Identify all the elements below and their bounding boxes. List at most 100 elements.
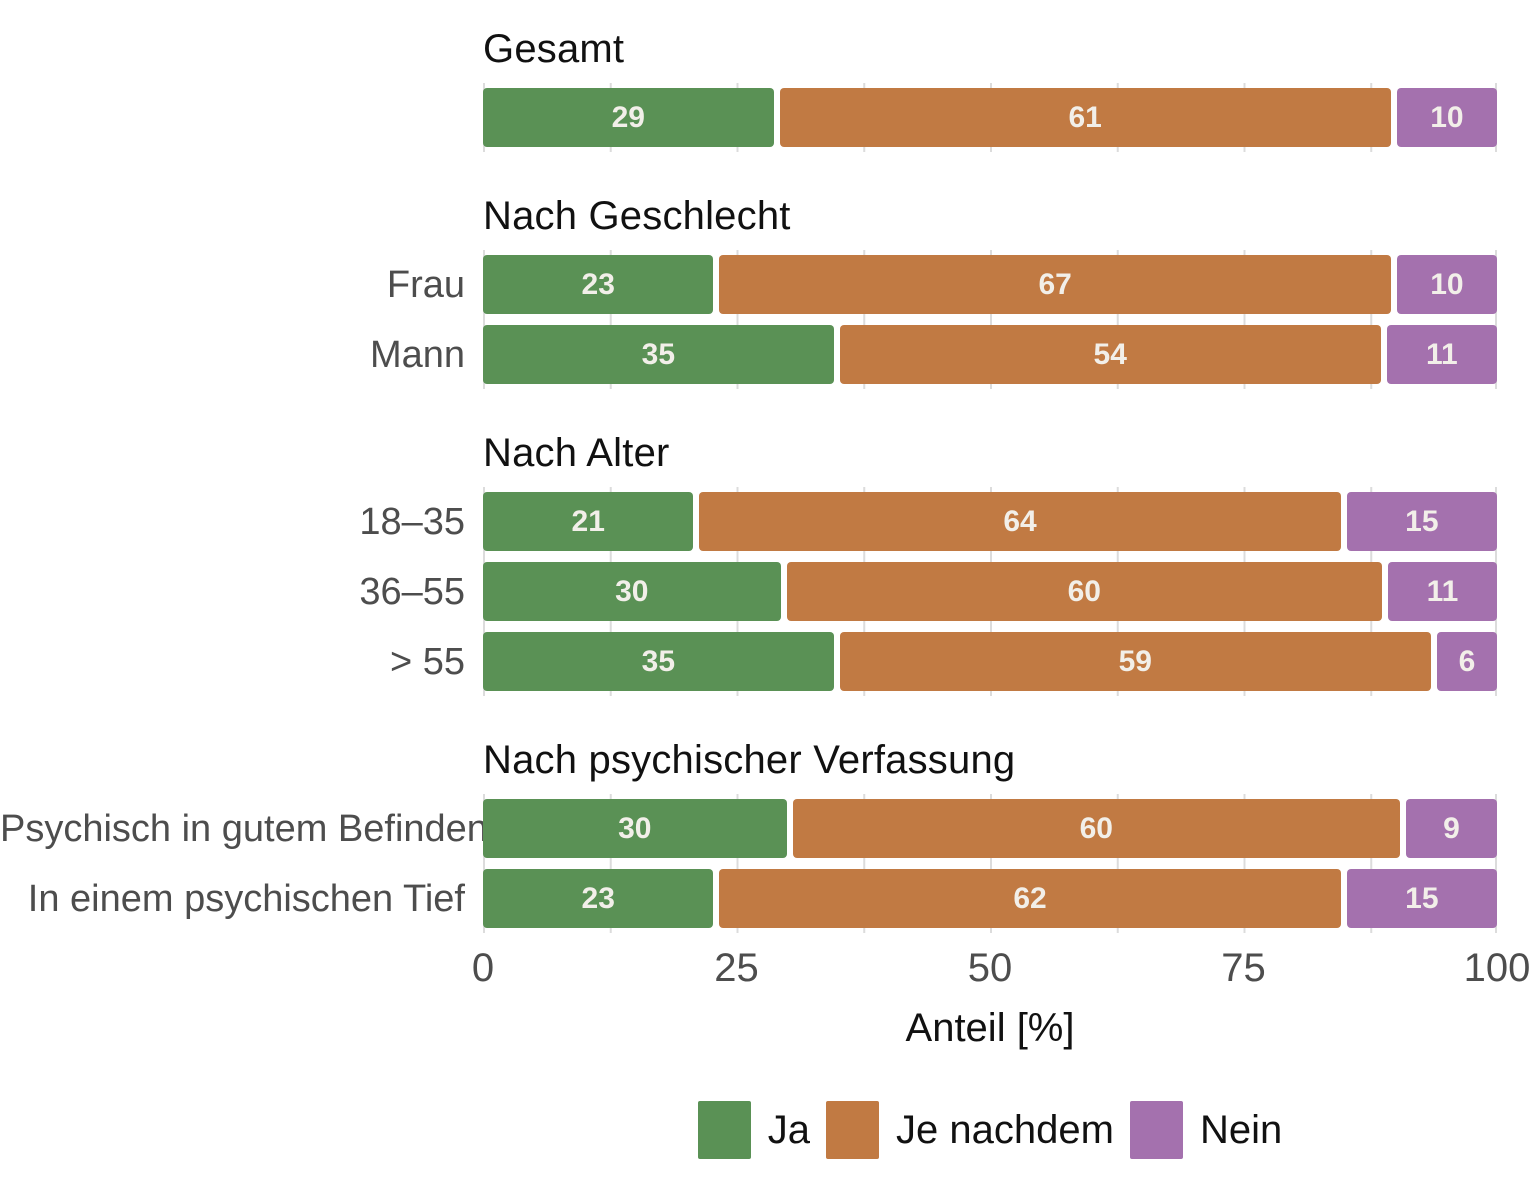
stacked-bar: 35 54 11 [483,325,1497,384]
legend-item-je-nachdem: Je nachdem [826,1101,1114,1159]
section-title: Nach Alter [483,431,670,475]
legend-label: Ja [767,1108,811,1152]
row-label: Mann [369,333,465,376]
bar-value-label: 15 [1405,881,1439,915]
bar-segment-nein: 10 [1396,255,1497,314]
bar-segment-nein: 10 [1396,88,1497,147]
bar-value-label: 23 [581,881,615,915]
stacked-bar: 35 59 6 [483,632,1498,691]
section-panel: 18–35 21 64 15 36–55 30 60 11 > 55 35 59 6 [0,487,1536,696]
bar-value-label: 23 [581,267,615,301]
section-panel: 29 61 10 [0,83,1536,152]
legend-label: Nein [1199,1108,1283,1152]
bar-value-label: 60 [1067,574,1101,608]
bar-segment-nein: 6 [1436,632,1498,691]
bar-segment-nein: 9 [1405,799,1497,858]
section-title: Gesamt [483,27,625,71]
x-axis-tick-label: 100 [1463,946,1531,990]
bar-segment-ja: 23 [483,255,714,314]
stacked-bar-chart: Gesamt 29 61 10 Nach Geschlecht Frau 23 67 10 Man… [0,26,1536,1160]
bar-segment-je-nachdem: 62 [719,869,1341,928]
row-label: > 55 [389,640,465,683]
bar-segment-ja: 30 [483,562,781,621]
bar-segment-je-nachdem: 60 [792,799,1400,858]
bar-segment-je-nachdem: 59 [839,632,1431,691]
x-axis: 0 25 50 75 100 [472,945,1531,991]
bar-value-label: 29 [611,100,645,134]
bar-value-label: 10 [1430,267,1464,301]
bar-segment-je-nachdem: 64 [699,492,1341,551]
legend-item-ja: Ja [697,1101,811,1159]
chart-section: Nach psychischer Verfassung Psychisch in … [0,737,1536,933]
bar-segment-nein: 15 [1346,869,1497,928]
section-panel: Frau 23 67 10 Mann 35 54 11 [0,250,1536,389]
bar-segment-ja: 23 [483,869,714,928]
row-label: In einem psychischen Tief [27,877,465,920]
chart-section: Nach Alter 18–35 21 64 15 36–55 30 60 11 > 55 35 59… [0,430,1536,696]
bar-value-label: 11 [1426,337,1458,371]
bar-segment-je-nachdem: 61 [779,88,1391,147]
bar-value-label: 59 [1118,644,1152,678]
chart-sections: Gesamt 29 61 10 Nach Geschlecht Frau 23 67 10 Man… [0,26,1536,933]
bar-row: 29 61 10 [0,88,1536,147]
bar-value-label: 30 [615,574,649,608]
chart-section: Nach Geschlecht Frau 23 67 10 Mann 35 54 11 [0,193,1536,389]
bar-segment-nein: 15 [1346,492,1497,551]
x-axis-tick-label: 75 [1221,946,1266,990]
bar-value-label: 11 [1426,574,1459,608]
bar-value-label: 9 [1443,811,1460,845]
bar-value-label: 61 [1068,100,1102,134]
legend: Ja Je nachdem Nein [483,1100,1497,1160]
bar-value-label: 60 [1079,811,1113,845]
bar-value-label: 30 [618,811,652,845]
bar-value-label: 67 [1038,267,1072,301]
bar-segment-nein: 11 [1387,562,1497,621]
bar-value-label: 21 [571,504,605,538]
stacked-bar: 23 62 15 [483,869,1497,928]
stacked-bar: 30 60 11 [483,562,1497,621]
legend-swatch [826,1101,880,1159]
legend-swatch [697,1101,751,1159]
x-axis-tick-label: 25 [714,946,759,990]
row-label: 36–55 [359,570,465,613]
bar-value-label: 54 [1093,337,1127,371]
bar-row: 36–55 30 60 11 [0,562,1536,621]
row-label: Frau [386,263,465,306]
x-axis-tick-label: 0 [471,946,495,990]
stacked-bar: 29 61 10 [483,88,1497,147]
bar-value-label: 15 [1405,504,1439,538]
bar-row: In einem psychischen Tief 23 62 15 [0,869,1536,928]
legend-item-nein: Nein [1129,1101,1283,1159]
section-title: Nach psychischer Verfassung [483,738,1016,782]
legend-swatch [1129,1101,1183,1159]
row-label: Psychisch in gutem Befinden [0,807,488,850]
bar-value-label: 6 [1458,644,1476,678]
bar-value-label: 35 [641,337,676,371]
x-axis-title: Anteil [%] [905,1006,1075,1050]
bar-value-label: 35 [641,644,676,678]
bar-segment-ja: 21 [483,492,694,551]
row-label: 18–35 [359,500,465,543]
bar-segment-je-nachdem: 54 [839,325,1381,384]
bar-value-label: 64 [1003,504,1037,538]
bar-row: Mann 35 54 11 [0,325,1536,384]
stacked-bar: 23 67 10 [483,255,1497,314]
bar-value-label: 62 [1013,881,1047,915]
bar-row: > 55 35 59 6 [0,632,1536,691]
bar-segment-ja: 35 [483,325,834,384]
legend-label: Je nachdem [896,1108,1114,1152]
section-panel: Psychisch in gutem Befinden 30 60 9 In einem… [0,794,1536,933]
bar-segment-nein: 11 [1386,325,1497,384]
x-axis-tick-label: 50 [967,946,1013,990]
stacked-bar: 21 64 15 [483,492,1497,551]
stacked-bar: 30 60 9 [483,799,1497,858]
section-title: Nach Geschlecht [483,194,791,238]
bar-segment-ja: 30 [483,799,787,858]
chart-section: Gesamt 29 61 10 [0,26,1536,152]
bar-value-label: 10 [1430,100,1464,134]
bar-segment-ja: 35 [483,632,834,691]
bar-row: Frau 23 67 10 [0,255,1536,314]
bar-row: 18–35 21 64 15 [0,492,1536,551]
bar-segment-je-nachdem: 60 [786,562,1382,621]
bar-row: Psychisch in gutem Befinden 30 60 9 [0,799,1536,858]
